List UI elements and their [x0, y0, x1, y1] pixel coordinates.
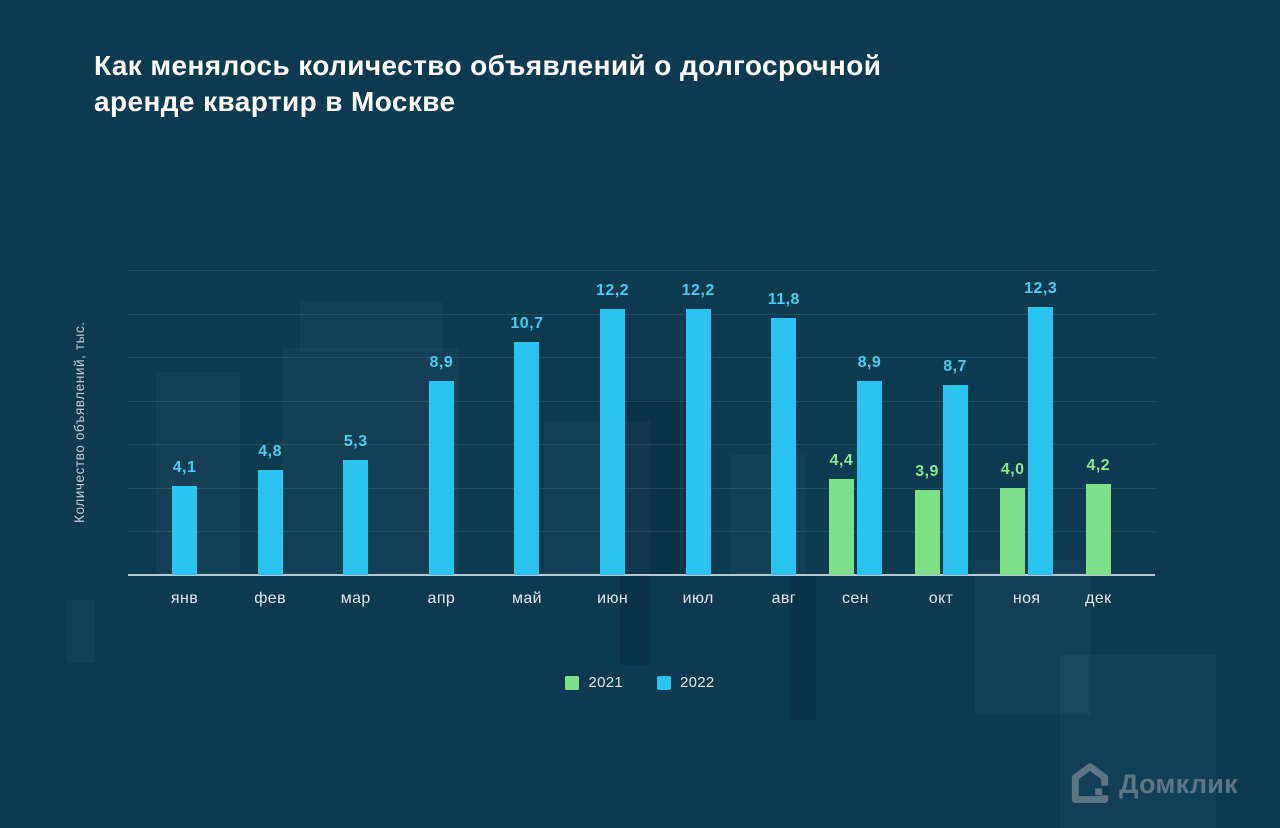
- bar-2022-фев: [257, 470, 283, 575]
- legend-item-2022: 2022: [657, 674, 715, 691]
- value-label-2022-авг: 11,8: [767, 290, 800, 308]
- legend-label-2021: 2021: [588, 674, 623, 691]
- value-label-2022-ноя: 12,3: [1024, 280, 1058, 298]
- value-label-2021-ноя: 4,0: [1000, 460, 1025, 478]
- bar-2022-июл: [685, 309, 711, 575]
- domclick-house-icon: [1071, 763, 1110, 803]
- skyline-block: [790, 575, 816, 720]
- bar-2022-июн: [600, 309, 626, 575]
- bar-2022-ноя: [1028, 307, 1054, 575]
- gridline: [128, 531, 1155, 533]
- gridline: [128, 400, 1155, 402]
- value-label-2021-сен: 4,4: [829, 452, 854, 470]
- legend-swatch-2022: [657, 675, 671, 690]
- gridline: [128, 357, 1155, 359]
- month-label-апр: апр: [427, 590, 456, 607]
- bar-2021-дек: [1085, 483, 1111, 575]
- value-label-2022-май: 10,7: [510, 314, 544, 332]
- month-label-авг: авг: [771, 590, 797, 607]
- bar-2021-окт: [914, 490, 940, 575]
- month-label-дек: дек: [1085, 590, 1112, 607]
- value-label-2022-июл: 12,2: [681, 282, 715, 300]
- month-label-фев: фев: [254, 590, 286, 607]
- chart-legend: 2021 2022: [0, 674, 1280, 691]
- bar-2022-окт: [942, 385, 968, 575]
- month-label-май: май: [511, 590, 542, 607]
- value-label-2022-июн: 12,2: [596, 282, 630, 300]
- legend-swatch-2021: [565, 675, 580, 690]
- gridline: [128, 444, 1155, 446]
- month-label-июн: июн: [597, 590, 629, 607]
- value-label-2021-окт: 3,9: [915, 463, 939, 481]
- month-label-сен: сен: [841, 590, 869, 607]
- month-label-июл: июл: [682, 590, 714, 607]
- value-label-2022-фев: 4,8: [258, 443, 282, 461]
- skyline-block: [620, 575, 650, 665]
- legend-item-2021: 2021: [565, 674, 623, 691]
- value-label-2022-окт: 8,7: [943, 358, 967, 376]
- gridline: [128, 487, 1155, 489]
- x-axis-line: [128, 574, 1155, 576]
- month-label-ноя: ноя: [1012, 590, 1041, 607]
- value-label-2022-янв: 4,1: [172, 458, 197, 476]
- domclick-logo-text: Домклик: [1119, 768, 1238, 799]
- legend-label-2022: 2022: [680, 674, 715, 691]
- bar-2022-янв: [172, 485, 197, 575]
- bar-2021-сен: [828, 479, 854, 575]
- y-axis-label: Количество объявлений, тыс.: [72, 321, 87, 524]
- skyline-block: [67, 600, 95, 663]
- bar-2022-авг: [771, 317, 797, 575]
- bar-2021-ноя: [1000, 487, 1026, 575]
- gridline: [128, 313, 1155, 315]
- value-label-2022-апр: 8,9: [429, 354, 454, 372]
- page-title: Как менялось количество объявлений о дол…: [94, 50, 882, 117]
- month-label-мар: мар: [340, 590, 371, 607]
- bar-2022-сен: [856, 381, 882, 575]
- bar-2022-мар: [343, 459, 369, 575]
- bar-2022-май: [514, 341, 540, 575]
- value-label-2021-дек: 4,2: [1086, 456, 1111, 474]
- month-label-окт: окт: [928, 590, 954, 607]
- bar-2022-апр: [428, 381, 454, 575]
- bar-chart: 4,1 янв 4,8 фев 5,3 мар 8,9 апр 10,7 май 12,2 июн 12…: [128, 270, 1155, 607]
- value-label-2022-сен: 8,9: [857, 354, 882, 372]
- month-label-янв: янв: [170, 590, 199, 607]
- value-label-2022-мар: 5,3: [343, 432, 368, 450]
- domclick-logo: Домклик: [1071, 763, 1238, 805]
- gridline: [128, 270, 1155, 271]
